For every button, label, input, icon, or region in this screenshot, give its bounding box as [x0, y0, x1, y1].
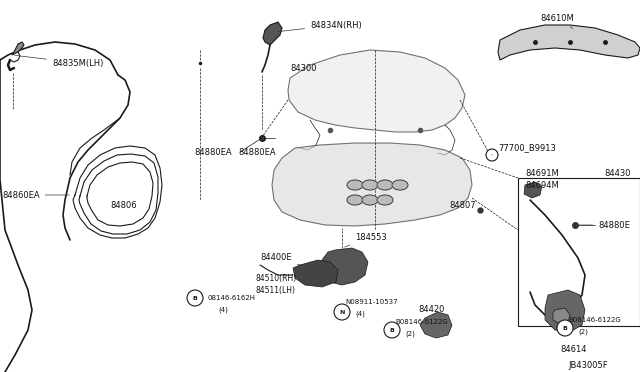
Text: 84511(LH): 84511(LH)	[255, 285, 295, 295]
Text: (4): (4)	[218, 307, 228, 313]
Text: 84300: 84300	[290, 64, 317, 73]
Polygon shape	[263, 22, 282, 45]
Text: 184553: 184553	[344, 232, 387, 247]
Text: B: B	[563, 326, 568, 330]
Ellipse shape	[362, 195, 378, 205]
Text: B08146-6122G: B08146-6122G	[568, 317, 621, 323]
Bar	[518, 178, 640, 326]
Text: B: B	[193, 295, 197, 301]
Text: (2): (2)	[578, 329, 588, 335]
Text: 84860EA: 84860EA	[2, 190, 69, 199]
Text: N: N	[339, 310, 345, 314]
Text: (2): (2)	[405, 331, 415, 337]
Text: 84610M: 84610M	[540, 13, 573, 29]
Text: 84880E: 84880E	[578, 221, 630, 230]
Ellipse shape	[377, 180, 393, 190]
Text: 84430: 84430	[604, 169, 630, 177]
Text: B: B	[390, 327, 394, 333]
Ellipse shape	[347, 195, 363, 205]
Circle shape	[384, 322, 400, 338]
Polygon shape	[420, 312, 452, 338]
Ellipse shape	[392, 180, 408, 190]
Polygon shape	[524, 182, 542, 198]
Text: 84694M: 84694M	[525, 180, 559, 189]
Text: 84834N(RH): 84834N(RH)	[278, 20, 362, 32]
Polygon shape	[498, 25, 640, 60]
Text: 84880EA: 84880EA	[195, 148, 232, 157]
Polygon shape	[272, 143, 472, 226]
Text: 84400E: 84400E	[260, 253, 300, 265]
Text: 08146-6162H: 08146-6162H	[208, 295, 256, 301]
Polygon shape	[293, 260, 338, 287]
Ellipse shape	[362, 180, 378, 190]
Text: 84420: 84420	[418, 305, 444, 320]
Circle shape	[557, 320, 573, 336]
Text: JB43005F: JB43005F	[568, 360, 607, 369]
Text: N08911-10537: N08911-10537	[345, 299, 397, 305]
Text: 84691M: 84691M	[525, 169, 559, 177]
Text: 77700_B9913: 77700_B9913	[492, 144, 556, 155]
Polygon shape	[12, 42, 24, 55]
Text: 84806: 84806	[110, 201, 136, 209]
Text: 84807: 84807	[449, 201, 480, 210]
Text: B08146-6122G: B08146-6122G	[395, 319, 448, 325]
Text: 84835M(LH): 84835M(LH)	[15, 55, 104, 67]
Circle shape	[486, 149, 498, 161]
Circle shape	[334, 304, 350, 320]
Polygon shape	[288, 50, 465, 132]
Text: 84614: 84614	[560, 346, 586, 355]
Polygon shape	[545, 290, 585, 332]
Text: 84510(RH): 84510(RH)	[255, 273, 296, 282]
Polygon shape	[322, 248, 368, 285]
Circle shape	[187, 290, 203, 306]
Ellipse shape	[347, 180, 363, 190]
Text: (4): (4)	[355, 311, 365, 317]
Polygon shape	[553, 308, 570, 324]
Text: 84880EA: 84880EA	[238, 148, 276, 157]
Ellipse shape	[377, 195, 393, 205]
